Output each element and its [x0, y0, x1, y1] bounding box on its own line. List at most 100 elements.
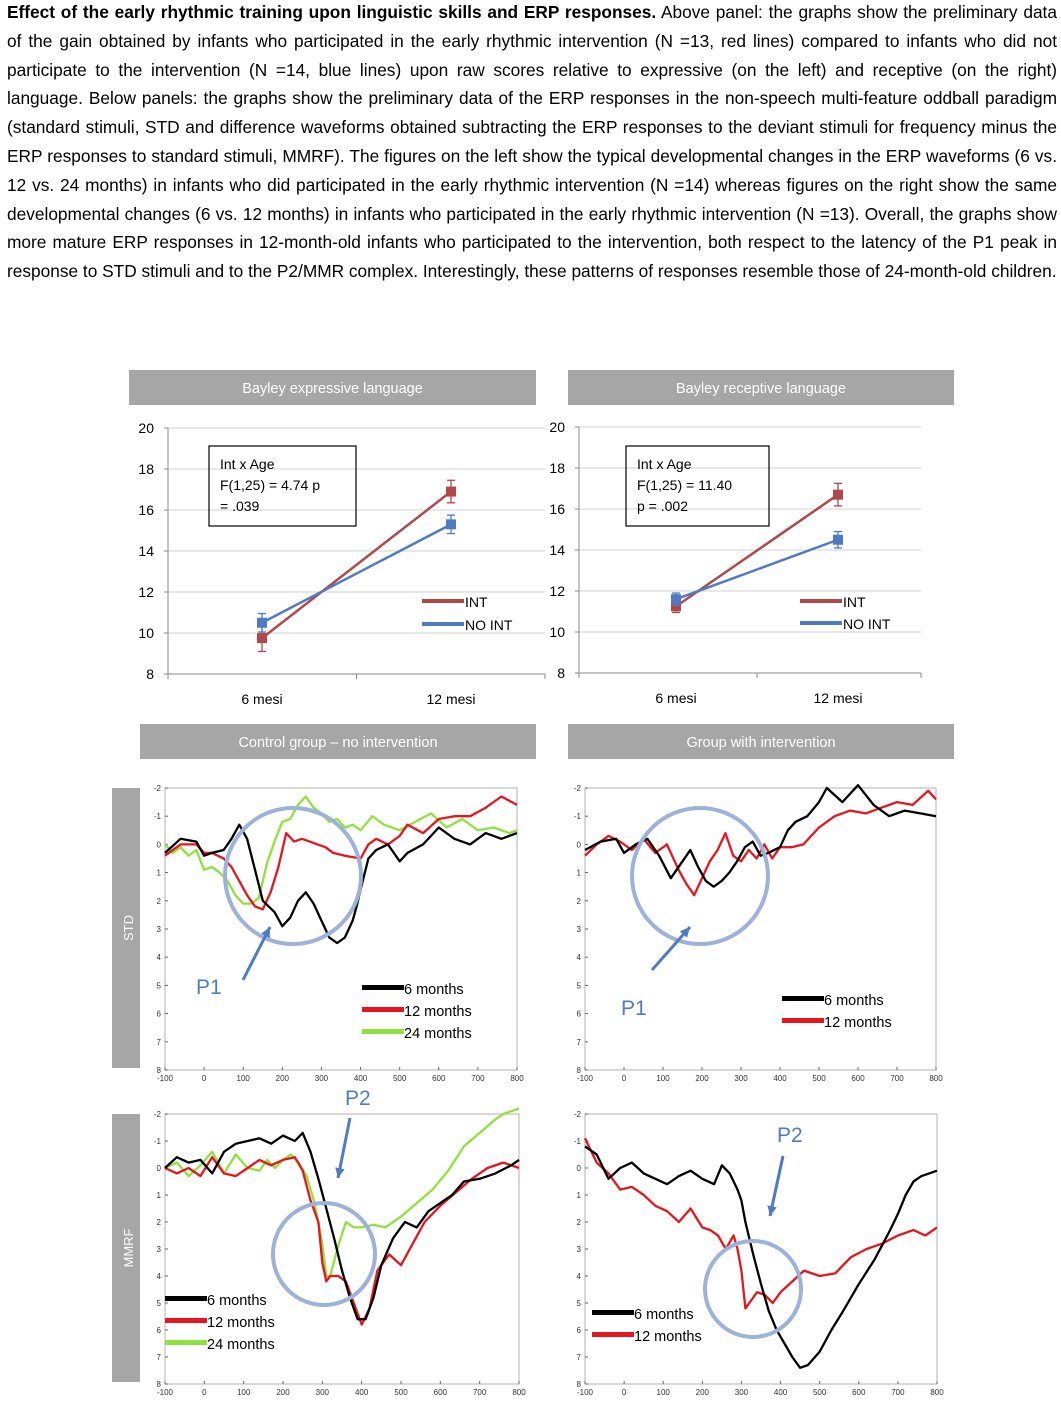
legend-swatch — [165, 1296, 207, 1301]
x-tick-label: 300 — [316, 1388, 330, 1397]
legend-label: INT — [465, 594, 488, 610]
y-tick-label: 10 — [138, 625, 154, 641]
y-tick-label: 4 — [157, 953, 162, 962]
stats-text: = .039 — [220, 498, 260, 514]
x-tick-label: 800 — [510, 1074, 524, 1083]
legend-label: NO INT — [843, 616, 891, 632]
x-tick-label: 200 — [696, 1388, 710, 1397]
x-tick-label: 700 — [891, 1388, 905, 1397]
x-tick-label: 0 — [202, 1388, 207, 1397]
x-tick-label: 400 — [774, 1388, 788, 1397]
y-tick-label: 12 — [138, 584, 154, 600]
erp-chart-mmrf-right: -2 -1 0 1 2 3 4 5 6 7 8-100 0 100 200 300 400 500 600 700 8… — [574, 1110, 944, 1397]
legend-swatch — [592, 1332, 634, 1337]
y-tick-label: -1 — [574, 812, 582, 821]
y-tick-label: -2 — [574, 784, 582, 793]
x-tick-label: -100 — [157, 1074, 174, 1083]
legend-label: 6 months — [207, 1293, 267, 1309]
x-tick-label: 500 — [813, 1388, 827, 1397]
y-tick-label: 8 — [577, 1380, 582, 1389]
y-tick-label: 1 — [577, 1191, 582, 1200]
y-tick-label: -2 — [154, 784, 162, 793]
y-tick-label: 16 — [549, 501, 565, 517]
x-tick-label: 800 — [929, 1074, 943, 1083]
bayley-chart-expressive: 8 10 12 14 16 18 20 6 mesi 12 mesi INT NO INT Int x… — [138, 420, 546, 707]
panel-header-title: Bayley receptive language — [676, 381, 846, 397]
stats-text: Int x Age — [220, 456, 275, 472]
waveform-6-months — [584, 784, 937, 888]
x-tick-label: 600 — [432, 1074, 446, 1083]
bayley-chart-receptive: 8 10 12 14 16 18 20 6 mesi 12 mesi INT NO INT Int x… — [549, 419, 922, 706]
stats-box — [208, 445, 357, 527]
x-tick-label: 500 — [812, 1074, 826, 1083]
x-tick-label: 6 mesi — [655, 690, 696, 706]
legend-label: 6 months — [634, 1307, 694, 1323]
row-label-mmrf: MMRF — [121, 1228, 136, 1267]
y-tick-label: 0 — [157, 840, 162, 849]
y-tick-label: 10 — [549, 624, 565, 640]
x-tick-label: -100 — [577, 1388, 594, 1397]
series-line-no-int — [261, 523, 452, 624]
y-tick-label: 5 — [577, 1299, 582, 1308]
peak-highlight-circle — [703, 1239, 803, 1339]
waveform-24-months — [164, 795, 518, 905]
y-tick-label: 8 — [157, 1066, 162, 1075]
peak-arrow-head — [261, 927, 270, 938]
y-tick-label: 2 — [577, 897, 582, 906]
x-tick-label: -100 — [577, 1074, 594, 1083]
waveform-12-months — [583, 1137, 938, 1310]
legend-swatch — [362, 1007, 404, 1012]
erp-chart-std-left: -2 -1 0 1 2 3 4 5 6 7 8-100 0 100 200 300 400 500 600 700 8… — [154, 784, 524, 1083]
peak-highlight-circle — [271, 1201, 377, 1307]
x-tick-label: 12 mesi — [426, 691, 475, 707]
y-tick-label: -1 — [154, 812, 162, 821]
x-tick-label: 200 — [276, 1388, 290, 1397]
caption-body: Above panel: the graphs show the prelimi… — [7, 2, 1057, 282]
data-point — [446, 519, 456, 530]
waveform-6-months — [164, 823, 518, 945]
row-label-std: STD — [121, 915, 136, 941]
y-tick-label: 7 — [577, 1038, 582, 1047]
peak-arrow — [336, 1117, 352, 1179]
series-line-int — [675, 493, 839, 608]
peak-label: P1 — [621, 997, 647, 1020]
y-tick-label: 4 — [157, 1272, 162, 1281]
y-tick-label: 1 — [157, 1191, 162, 1200]
plot-frame — [584, 1113, 938, 1385]
y-tick-label: -1 — [574, 1137, 582, 1146]
panel-header-2 — [568, 370, 954, 405]
peak-label: P2 — [777, 1124, 803, 1147]
data-point — [257, 617, 267, 628]
y-tick-label: 4 — [577, 1272, 582, 1281]
y-tick-label: 12 — [549, 583, 565, 599]
x-tick-label: 200 — [276, 1074, 290, 1083]
peak-highlight-circle — [223, 806, 363, 946]
y-tick-label: 2 — [157, 1218, 162, 1227]
y-tick-label: 5 — [577, 981, 582, 990]
x-tick-label: 700 — [473, 1388, 487, 1397]
legend-label: INT — [843, 594, 866, 610]
x-tick-label: 500 — [393, 1074, 407, 1083]
x-tick-label: 400 — [355, 1388, 369, 1397]
x-tick-label: 500 — [394, 1388, 408, 1397]
legend-label: 12 months — [207, 1315, 275, 1331]
x-tick-label: 100 — [237, 1074, 251, 1083]
peak-arrow-head — [335, 1167, 345, 1178]
y-tick-label: 18 — [549, 460, 565, 476]
x-tick-label: 800 — [930, 1388, 944, 1397]
x-tick-label: 700 — [890, 1074, 904, 1083]
stats-text: p = .002 — [637, 498, 688, 514]
legend-label: 12 months — [404, 1004, 472, 1020]
data-point — [833, 534, 843, 545]
stats-text: F(1,25) = 4.74 p — [220, 477, 320, 493]
x-tick-label: 100 — [237, 1388, 251, 1397]
x-tick-label: 200 — [695, 1074, 709, 1083]
y-tick-label: 8 — [146, 666, 154, 682]
legend-label: 24 months — [207, 1337, 275, 1353]
x-tick-label: 6 mesi — [241, 691, 282, 707]
y-tick-label: -2 — [154, 1110, 162, 1119]
stats-text: F(1,25) = 11.40 — [637, 477, 732, 493]
y-tick-label: 1 — [157, 869, 162, 878]
x-tick-label: 400 — [354, 1074, 368, 1083]
